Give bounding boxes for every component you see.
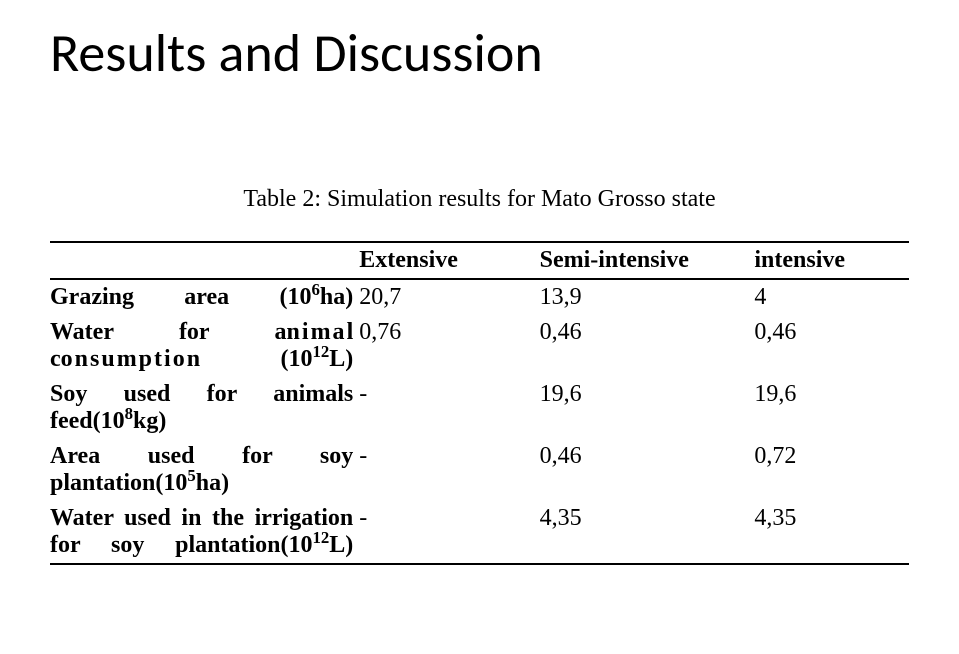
table-header-intensive: intensive <box>754 242 909 279</box>
row-label: Grazing area (106ha) <box>50 279 359 315</box>
cell-intensive: 0,72 <box>754 439 909 501</box>
cell-extensive: - <box>359 501 539 564</box>
page: Results and Discussion Table 2: Simulati… <box>0 0 959 585</box>
table-row: Water used in the irrigation for soy pla… <box>50 501 909 564</box>
row-label: Soy used for animals feed(108kg) <box>50 377 359 439</box>
cell-semi-intensive: 0,46 <box>540 315 755 377</box>
cell-extensive: 0,76 <box>359 315 539 377</box>
table-caption: Table 2: Simulation results for Mato Gro… <box>50 186 909 213</box>
row-label: Water used in the irrigation for soy pla… <box>50 501 359 564</box>
table-row: Soy used for animals feed(108kg) - 19,6 … <box>50 377 909 439</box>
cell-semi-intensive: 19,6 <box>540 377 755 439</box>
table-row: Area used for soy plantation(105ha) - 0,… <box>50 439 909 501</box>
page-title: Results and Discussion <box>50 20 909 86</box>
table-row: Grazing area (106ha) 20,7 13,9 4 <box>50 279 909 315</box>
table-body: Grazing area (106ha) 20,7 13,9 4 Water f… <box>50 279 909 564</box>
cell-semi-intensive: 13,9 <box>540 279 755 315</box>
cell-semi-intensive: 4,35 <box>540 501 755 564</box>
row-label: Area used for soy plantation(105ha) <box>50 439 359 501</box>
cell-extensive: 20,7 <box>359 279 539 315</box>
cell-semi-intensive: 0,46 <box>540 439 755 501</box>
cell-intensive: 4 <box>754 279 909 315</box>
results-table: Extensive Semi-intensive intensive Grazi… <box>50 241 909 565</box>
cell-intensive: 4,35 <box>754 501 909 564</box>
cell-intensive: 19,6 <box>754 377 909 439</box>
table-header-label <box>50 242 359 279</box>
table-header-semi-intensive: Semi-intensive <box>540 242 755 279</box>
cell-intensive: 0,46 <box>754 315 909 377</box>
table-header-extensive: Extensive <box>359 242 539 279</box>
table-row: Water for animal consumption (1012L) 0,7… <box>50 315 909 377</box>
table-header-row: Extensive Semi-intensive intensive <box>50 242 909 279</box>
row-label: Water for animal consumption (1012L) <box>50 315 359 377</box>
cell-extensive: - <box>359 377 539 439</box>
cell-extensive: - <box>359 439 539 501</box>
